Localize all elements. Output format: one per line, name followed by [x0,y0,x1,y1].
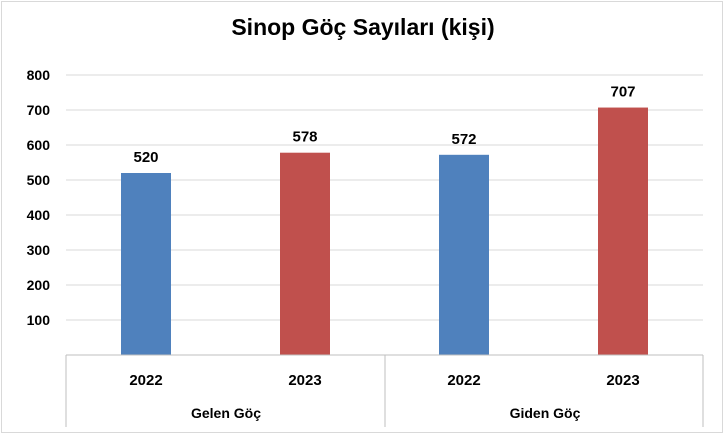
bar-giden-göç-2023 [598,107,648,355]
bar-gelen-göç-2022 [121,173,171,355]
y-tick-label-100: 100 [27,312,51,328]
data-label-1: 578 [292,129,317,146]
bar-giden-göç-2022 [439,154,489,355]
x-tick-label-year-1: 2023 [288,372,321,389]
bar-gelen-göç-2023 [280,152,330,355]
x-group-label-0: Gelen Göç [191,405,261,421]
y-tick-label-500: 500 [27,172,51,188]
data-label-0: 520 [133,149,158,166]
y-tick-label-200: 200 [27,277,51,293]
y-tick-label-800: 800 [27,67,51,83]
y-tick-label-600: 600 [27,137,51,153]
data-label-2: 572 [451,131,476,148]
y-tick-label-400: 400 [27,207,51,223]
y-axis: 100 200 300 400 500 600 700 800 [27,67,51,328]
chart-title: Sinop Göç Sayıları (kişi) [231,14,495,40]
x-tick-label-year-3: 2023 [606,372,639,389]
x-tick-label-year-0: 2022 [129,372,162,389]
x-axis: 2022 2023 2022 2023 Gelen Göç Giden Göç [65,354,704,427]
y-tick-label-300: 300 [27,242,51,258]
y-tick-label-700: 700 [27,102,51,118]
x-group-label-1: Giden Göç [510,405,581,421]
grid-lines [66,74,703,321]
data-label-3: 707 [610,84,635,101]
x-tick-label-year-2: 2022 [447,372,480,389]
bars: 520 578 572 707 [121,84,648,355]
